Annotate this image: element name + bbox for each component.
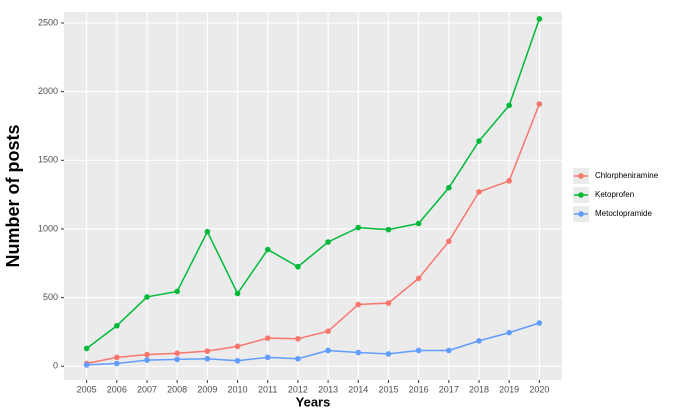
x-axis-title: Years xyxy=(296,394,331,409)
x-tick-label: 2017 xyxy=(439,384,459,394)
y-tick-label: 2500 xyxy=(38,17,58,27)
point xyxy=(385,300,392,306)
y-tick-label: 2000 xyxy=(38,86,58,96)
legend-point xyxy=(578,173,584,179)
point xyxy=(476,338,482,344)
point xyxy=(325,239,331,245)
x-tick-label: 2010 xyxy=(228,384,248,394)
point xyxy=(385,351,392,357)
point xyxy=(355,301,362,308)
series-line xyxy=(86,18,541,350)
point xyxy=(295,336,301,342)
point xyxy=(415,275,422,282)
point xyxy=(476,138,482,144)
point xyxy=(174,356,180,363)
point xyxy=(415,347,422,354)
legend-point xyxy=(578,211,584,217)
x-tick-label: 2020 xyxy=(529,384,549,394)
point xyxy=(144,351,150,358)
x-tick-label: 2012 xyxy=(288,384,308,394)
x-tick-label: 2007 xyxy=(137,384,157,394)
y-axis-title: Number of posts xyxy=(3,124,23,267)
legend-label: Chlorpheniramine xyxy=(595,171,659,180)
point xyxy=(325,328,331,335)
point xyxy=(264,246,271,253)
point xyxy=(83,362,90,368)
point xyxy=(204,228,211,235)
point xyxy=(415,220,422,227)
x-tick-label: 2019 xyxy=(499,384,519,394)
point xyxy=(114,360,120,367)
point xyxy=(234,290,241,297)
point xyxy=(385,226,392,233)
point xyxy=(536,101,543,107)
y-tick-label: 500 xyxy=(43,292,58,302)
point xyxy=(355,349,362,356)
plot-background xyxy=(64,12,562,380)
legend-point xyxy=(578,192,584,198)
y-tick-label: 1000 xyxy=(38,223,58,233)
point xyxy=(114,322,120,329)
point xyxy=(355,224,362,231)
point xyxy=(506,329,512,336)
point xyxy=(264,354,271,361)
x-tick-label: 2009 xyxy=(197,384,217,394)
point xyxy=(83,345,90,352)
series-line xyxy=(86,103,541,365)
y-tick-label: 1500 xyxy=(38,155,58,165)
series-line xyxy=(86,322,540,366)
x-tick-label: 2013 xyxy=(318,384,338,394)
point xyxy=(536,320,543,326)
point xyxy=(325,347,331,354)
legend-label: Metoclopramide xyxy=(595,209,652,218)
legend-label: Ketoprofen xyxy=(595,190,634,199)
point xyxy=(114,354,120,361)
x-tick-label: 2015 xyxy=(378,384,398,394)
point xyxy=(446,184,452,191)
point xyxy=(174,288,180,295)
point xyxy=(264,335,271,341)
point xyxy=(476,189,482,195)
point xyxy=(446,347,452,354)
point xyxy=(234,343,241,350)
x-tick-label: 2008 xyxy=(167,384,187,394)
point xyxy=(144,294,150,300)
x-tick-label: 2011 xyxy=(258,384,277,394)
point xyxy=(144,357,150,363)
x-tick-label: 2005 xyxy=(77,384,97,394)
x-tick-label: 2014 xyxy=(348,384,368,394)
point xyxy=(295,263,301,270)
point xyxy=(446,238,452,245)
point xyxy=(234,357,241,364)
point xyxy=(295,355,301,362)
point xyxy=(506,178,512,184)
point xyxy=(536,16,543,22)
point xyxy=(204,348,211,354)
x-tick-label: 2006 xyxy=(107,384,127,394)
point xyxy=(204,355,211,362)
x-tick-label: 2016 xyxy=(409,384,429,394)
point xyxy=(174,350,180,357)
y-tick-label: 0 xyxy=(53,361,58,371)
x-tick-label: 2018 xyxy=(469,384,489,394)
point xyxy=(506,102,512,109)
